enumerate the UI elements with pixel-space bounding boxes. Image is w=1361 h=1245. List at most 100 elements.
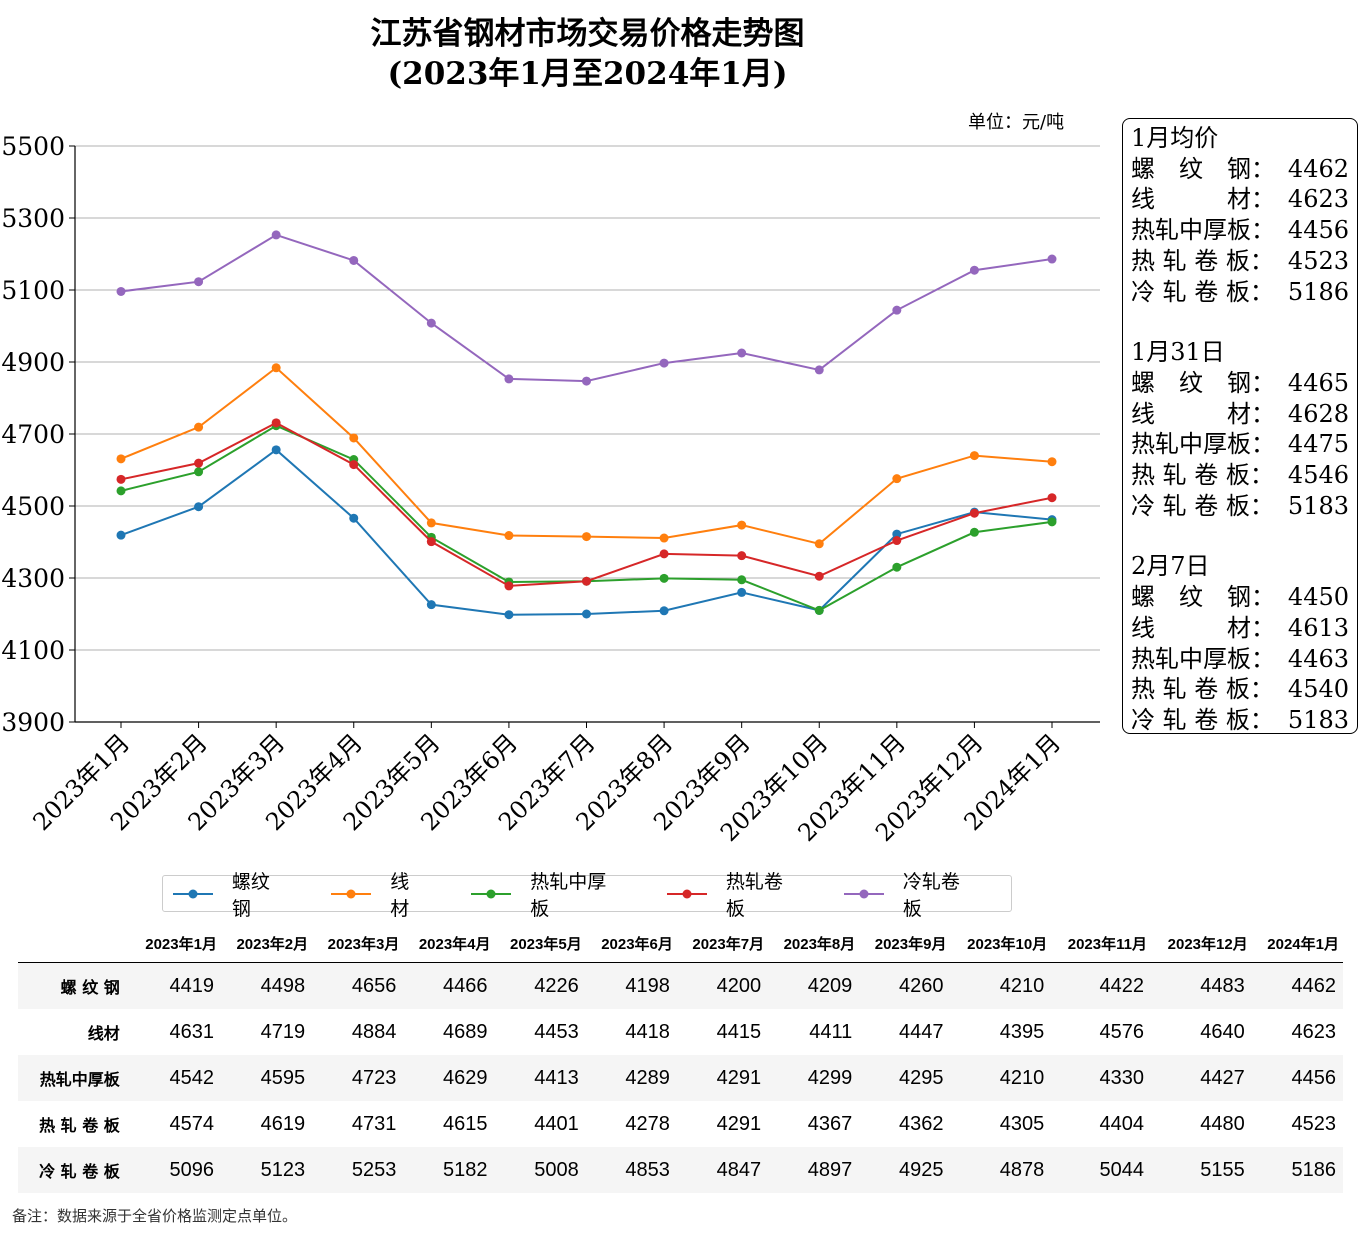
column-header: 2023年12月 (1150, 925, 1252, 963)
data-point (814, 365, 824, 375)
legend-item: 线材 (329, 867, 427, 921)
summary-label: 线 材： (1131, 613, 1275, 642)
y-tick-label: 5300 (1, 204, 65, 233)
summary-value: 4523 (1287, 246, 1349, 275)
table-cell: 4878 (950, 1147, 1052, 1193)
y-tick-label: 4900 (1, 348, 65, 377)
data-point (426, 537, 436, 547)
y-tick-label: 5100 (1, 276, 65, 305)
row-label: 螺 纹 钢 (18, 962, 130, 1009)
data-point (116, 530, 126, 540)
table-cell: 4483 (1150, 962, 1252, 1009)
summary-value: 5186 (1287, 277, 1349, 306)
summary-row: 热 轧 卷 板： 4540 (1131, 674, 1349, 705)
summary-value: 4613 (1287, 613, 1349, 642)
summary-value: 4628 (1287, 399, 1349, 428)
data-point (349, 460, 359, 470)
legend-item: 热轧卷板 (665, 867, 800, 921)
table-cell: 4925 (859, 1147, 951, 1193)
table-cell: 4689 (443, 1020, 488, 1043)
summary-label: 螺 纹 钢： (1131, 583, 1275, 612)
data-point (426, 600, 436, 610)
row-label: 冷 轧 卷 板 (18, 1147, 130, 1193)
data-point (1047, 457, 1057, 467)
data-point (194, 277, 204, 287)
table-cell: 4427 (1150, 1055, 1252, 1101)
table-cell: 4731 (351, 1112, 397, 1135)
series-热轧中厚板 (116, 421, 1057, 615)
series-冷轧卷板 (116, 230, 1057, 386)
data-point (194, 422, 204, 432)
data-point (271, 445, 281, 455)
data-point (194, 502, 204, 512)
column-header: 2023年10月 (950, 925, 1052, 963)
summary-value: 4450 (1287, 583, 1349, 612)
table-row: 螺 纹 钢 4419 4498 4656 4466 4226 4198 4200 4209 426… (18, 962, 1343, 1009)
data-point (116, 474, 126, 484)
data-point (969, 265, 979, 275)
chart-subtitle: (2023年1月至2024年1月) (387, 56, 788, 92)
data-point (504, 610, 514, 620)
summary-label: 热轧中厚板： (1131, 430, 1275, 459)
table-cell: 4404 (1099, 1112, 1144, 1135)
data-point (349, 433, 359, 443)
table-cell: 5253 (312, 1147, 404, 1193)
data-point (426, 518, 436, 528)
summary-row: 热轧中厚板： 4475 (1131, 429, 1349, 460)
table-cell: 4362 (898, 1112, 944, 1135)
table-cell: 4260 (859, 962, 951, 1009)
data-point (582, 532, 591, 542)
legend-item: 热轧中厚板 (469, 867, 623, 921)
table-cell: 4291 (716, 1112, 762, 1135)
data-point (271, 418, 281, 428)
table-cell: 4291 (676, 1055, 769, 1101)
row-label: 热 轧 卷 板 (39, 1116, 120, 1135)
table-cell: 4719 (260, 1020, 306, 1043)
summary-row: 线 材： 4628 (1131, 399, 1349, 430)
series-热轧卷板 (116, 418, 1057, 591)
summary-label: 热 轧 卷 板： (1131, 675, 1274, 704)
series-line (120, 366, 1053, 545)
data-point (1047, 517, 1057, 527)
table-cell: 5123 (220, 1147, 313, 1193)
data-point (892, 474, 902, 484)
legend-marker-icon (471, 889, 512, 898)
table-cell: 4576 (1099, 1020, 1144, 1043)
summary-row: 螺 纹 钢： 4462 (1131, 154, 1349, 185)
data-point (582, 376, 591, 386)
data-point (116, 486, 126, 496)
table-cell: 4419 (129, 962, 221, 1009)
table-cell: 4462 (1251, 962, 1343, 1009)
summary-row: 热轧中厚板： 4456 (1131, 215, 1349, 246)
column-header: 2023年1月 (129, 925, 221, 963)
summary-value: 4623 (1287, 185, 1349, 214)
column-header: 2023年4月 (403, 925, 495, 963)
data-point (194, 458, 204, 468)
summary-heading: 2月7日 (1131, 552, 1210, 581)
table-cell: 4330 (1051, 1055, 1151, 1101)
table-cell: 4295 (859, 1055, 951, 1101)
summary-value: 4462 (1287, 154, 1349, 183)
table-cell: 4847 (676, 1147, 769, 1193)
footnote: 备注：数据来源于全省价格监测定点单位。 (12, 1207, 298, 1225)
table-cell: 4884 (351, 1020, 397, 1043)
y-tick-label: 3900 (1, 708, 65, 737)
column-header: 2023年8月 (768, 925, 860, 963)
summary-row: 热 轧 卷 板： 4523 (1131, 246, 1349, 277)
table-cell: 4411 (809, 1020, 853, 1043)
summary-row: 螺 纹 钢： 4450 (1131, 582, 1349, 613)
data-table: 2023年1月 2023年2月 2023年3月 2023年4月 2023年5月 2023年… (18, 925, 1343, 1193)
table-cell: 4623 (1291, 1020, 1337, 1043)
data-point (1047, 254, 1057, 264)
table-cell: 5186 (1251, 1147, 1343, 1193)
series-line (120, 233, 1053, 383)
data-point (116, 454, 126, 464)
data-point (504, 531, 514, 541)
data-point (892, 562, 902, 572)
y-tick-label: 5500 (1, 132, 65, 161)
summary-row: 冷 轧 卷 板： 5183 (1131, 705, 1349, 736)
table-cell: 4615 (443, 1112, 488, 1135)
data-point (814, 571, 824, 581)
summary-value: 4463 (1287, 644, 1349, 673)
data-point (1047, 493, 1057, 503)
